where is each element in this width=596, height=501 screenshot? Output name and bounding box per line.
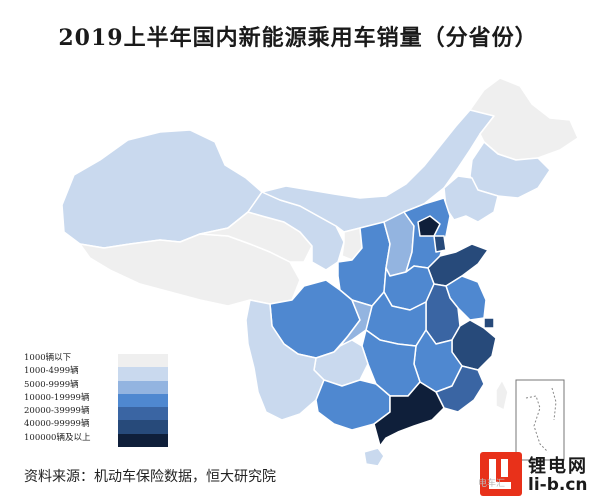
legend-label: 100000辆及以上 — [24, 432, 91, 443]
region-shanghai — [483, 317, 495, 329]
region-hainan — [363, 447, 385, 467]
legend-swatch — [118, 367, 168, 381]
region-taiwan — [495, 379, 509, 411]
legend-swatch — [118, 354, 168, 368]
legend-swatch — [118, 407, 168, 421]
legend-label: 10000-19999辆 — [24, 392, 90, 403]
site-logo[interactable]: 锂电网 li-b.cn — [480, 452, 592, 498]
data-source: 资料来源：机动车保险数据，恒大研究院 — [24, 469, 276, 485]
region-jilin — [469, 141, 551, 199]
region-liaoning — [443, 175, 499, 223]
legend-label: 1000-4999辆 — [24, 366, 79, 377]
region-tianjin — [433, 235, 447, 253]
legend-swatch — [118, 380, 168, 394]
legend-label: 1000辆以下 — [24, 353, 72, 363]
region-beijing — [417, 215, 441, 237]
legend-label: 40000-99999辆 — [24, 419, 90, 430]
region-tibet — [79, 233, 301, 307]
region-heilongjiang — [469, 77, 579, 161]
map-title: 2019上半年国内新能源乘用车销量（分省份） — [58, 25, 538, 51]
legend-swatch — [118, 433, 168, 448]
south-china-sea-inset — [515, 379, 565, 461]
logo-chinese-name: 锂电网 — [528, 456, 588, 477]
region-fujian — [435, 365, 485, 413]
legend-swatch — [118, 393, 168, 408]
watermark: 电车汇 — [478, 479, 506, 489]
logo-domain: li-b.cn — [528, 475, 588, 495]
region-guangdong — [373, 381, 445, 447]
legend-label: 20000-39999辆 — [24, 406, 90, 417]
legend-label: 5000-9999辆 — [24, 379, 79, 390]
logo-mark-icon — [480, 452, 522, 496]
legend-swatch — [118, 420, 168, 434]
